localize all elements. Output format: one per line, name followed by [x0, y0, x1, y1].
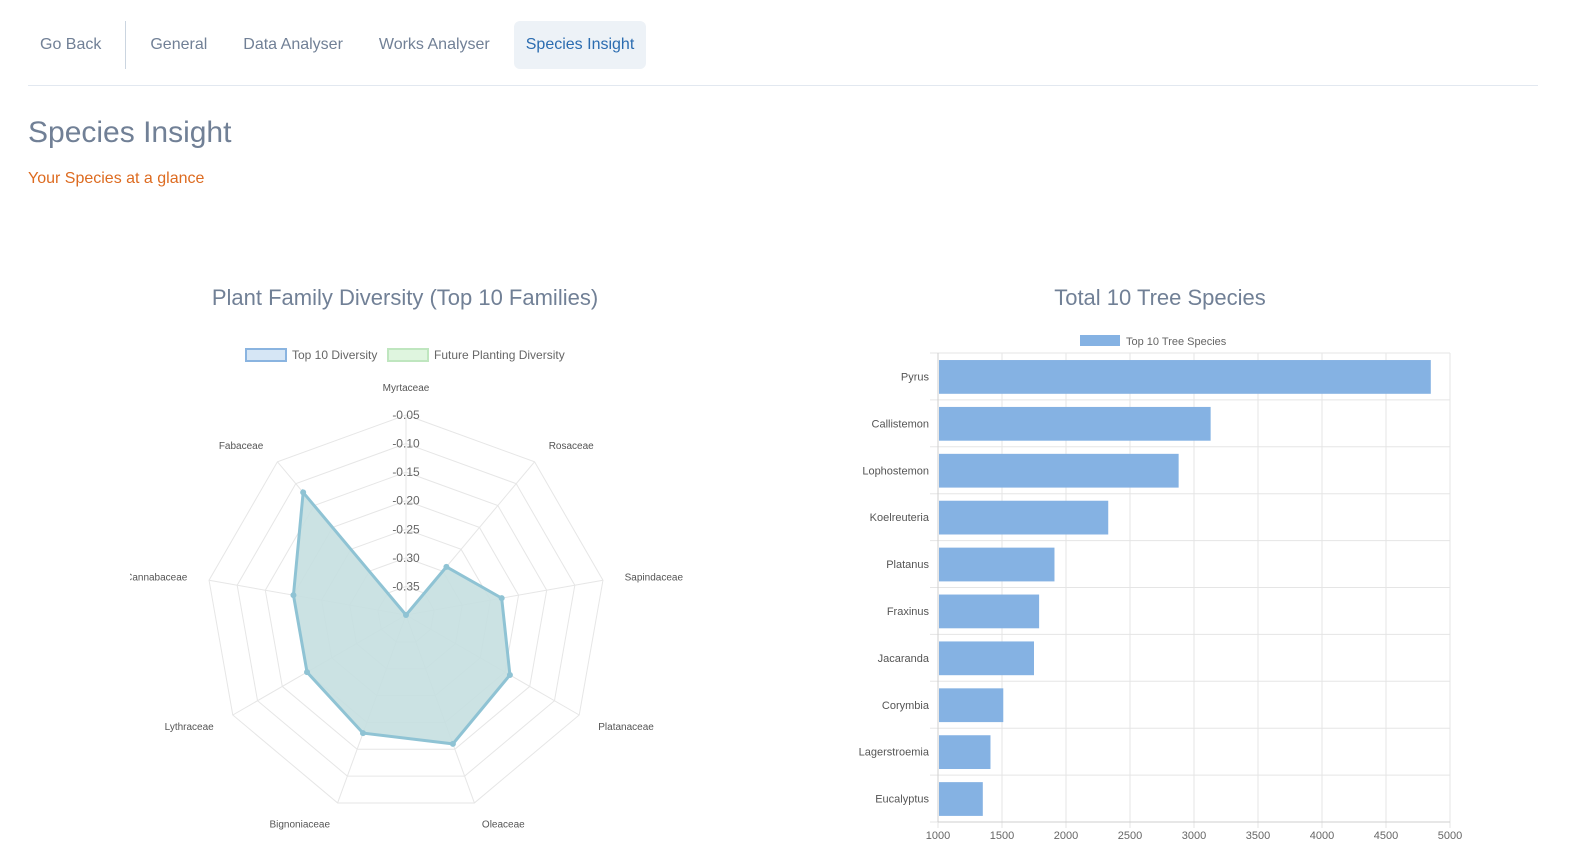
bar-x-tick-label: 2500	[1118, 830, 1142, 842]
bar-jacaranda	[939, 641, 1034, 676]
bar-corymbia	[939, 688, 1004, 723]
bar-x-tick-label: 3000	[1182, 830, 1206, 842]
bar-chart-title: Total 10 Tree Species	[1054, 285, 1266, 310]
radar-category-label: Platanaceae	[598, 722, 654, 733]
radar-category-label: Myrtaceae	[383, 383, 430, 394]
bar-x-tick-label: 1500	[990, 830, 1014, 842]
radar-series-top10	[291, 488, 512, 746]
tab-data-analyser[interactable]: Data Analyser	[243, 36, 343, 53]
bar-category-label: Pyrus	[901, 371, 930, 383]
radar-category-label: Fabaceae	[219, 441, 264, 452]
bar-category-label: Corymbia	[882, 700, 930, 712]
page-subtitle: Your Species at a glance	[28, 170, 205, 187]
bar-fraxinus	[939, 594, 1040, 629]
radar-point	[506, 672, 513, 678]
bar-x-tick-label: 5000	[1438, 830, 1462, 842]
radar-grid-ring	[208, 414, 604, 804]
bar-pyrus	[939, 360, 1431, 394]
bar-x-tick-label: 1000	[926, 830, 950, 842]
radar-point	[360, 730, 367, 737]
bar-x-tick-label: 4000	[1310, 830, 1334, 842]
bar-category-label: Lophostemon	[862, 465, 929, 477]
radar-point	[498, 595, 505, 602]
nav-separator	[125, 21, 127, 69]
legend-label-species: Top 10 Tree Species	[1126, 336, 1227, 348]
radar-tick-label: -0.35	[392, 579, 420, 593]
radar-tick-label: -0.15	[392, 465, 420, 479]
legend-swatch-future	[387, 348, 429, 362]
bar-platanus	[939, 547, 1055, 582]
bar-category-label: Koelreuteria	[870, 512, 930, 524]
radar-chart-title: Plant Family Diversity (Top 10 Families)	[211, 285, 599, 310]
bar-category-label: Eucalyptus	[875, 794, 929, 806]
bar-chart: Top 10 Tree Species 1000 1500 2000 2500 3000 3…	[859, 335, 1462, 842]
bar-x-tick-label: 2000	[1054, 830, 1078, 842]
bar-eucalyptus	[939, 782, 983, 816]
radar-point	[290, 592, 297, 599]
bar-category-label: Jacaranda	[878, 653, 930, 665]
bar-x-tick-label: 3500	[1246, 830, 1270, 842]
radar-point	[403, 612, 409, 618]
legend-swatch-top10	[245, 348, 287, 362]
bar-x-tick-label: 4500	[1374, 830, 1398, 842]
bar-category-label: Lagerstroemia	[859, 747, 930, 759]
radar-point	[449, 740, 456, 747]
tab-general[interactable]: General	[150, 36, 208, 53]
legend-swatch-species	[1080, 335, 1120, 346]
nav-divider	[28, 85, 1538, 86]
radar-grid-ring	[264, 471, 548, 750]
legend-label-top10: Top 10 Diversity	[292, 348, 377, 362]
legend-label-future: Future Planting Diversity	[434, 348, 565, 362]
radar-tick-label: -0.20	[392, 494, 420, 508]
radar-point	[300, 489, 307, 496]
radar-tick-label: -0.10	[392, 437, 420, 451]
tab-species-insight[interactable]: Species Insight	[513, 21, 647, 69]
radar-legend: Top 10 Diversity Future Planting Diversit…	[245, 348, 565, 362]
go-back-button[interactable]: Go Back	[40, 36, 102, 53]
radar-category-label: Lythraceae	[165, 722, 215, 733]
bar-lagerstroemia	[939, 735, 991, 770]
bar-legend: Top 10 Tree Species	[1080, 335, 1227, 348]
radar-chart: Top 10 Diversity Future Planting Diversit…	[130, 348, 684, 831]
bar-category-label: Callistemon	[872, 418, 929, 430]
bar-koelreuteria	[939, 500, 1109, 535]
bar-category-label: Platanus	[886, 559, 929, 571]
radar-point	[304, 669, 311, 676]
top-nav: Go Back General Data Analyser Works Anal…	[28, 21, 647, 69]
radar-category-label: Sapindaceae	[625, 572, 684, 583]
page-title: Species Insight	[28, 116, 232, 149]
radar-category-label: Oleaceae	[482, 820, 525, 831]
radar-point	[443, 563, 450, 570]
radar-tick-label: -0.30	[392, 551, 420, 565]
radar-category-label: Cannabaceae	[130, 572, 188, 583]
bar-lophostemon	[939, 453, 1179, 488]
radar-tick-label: -0.05	[392, 408, 420, 422]
radar-tick-label: -0.25	[392, 522, 420, 536]
radar-category-label: Rosaceae	[549, 441, 594, 452]
bar-category-label: Fraxinus	[887, 606, 930, 618]
bar-callistemon	[939, 406, 1211, 441]
radar-grid-ring	[236, 443, 576, 777]
tab-works-analyser[interactable]: Works Analyser	[378, 36, 490, 53]
radar-category-label: Bignoniaceae	[269, 820, 330, 831]
